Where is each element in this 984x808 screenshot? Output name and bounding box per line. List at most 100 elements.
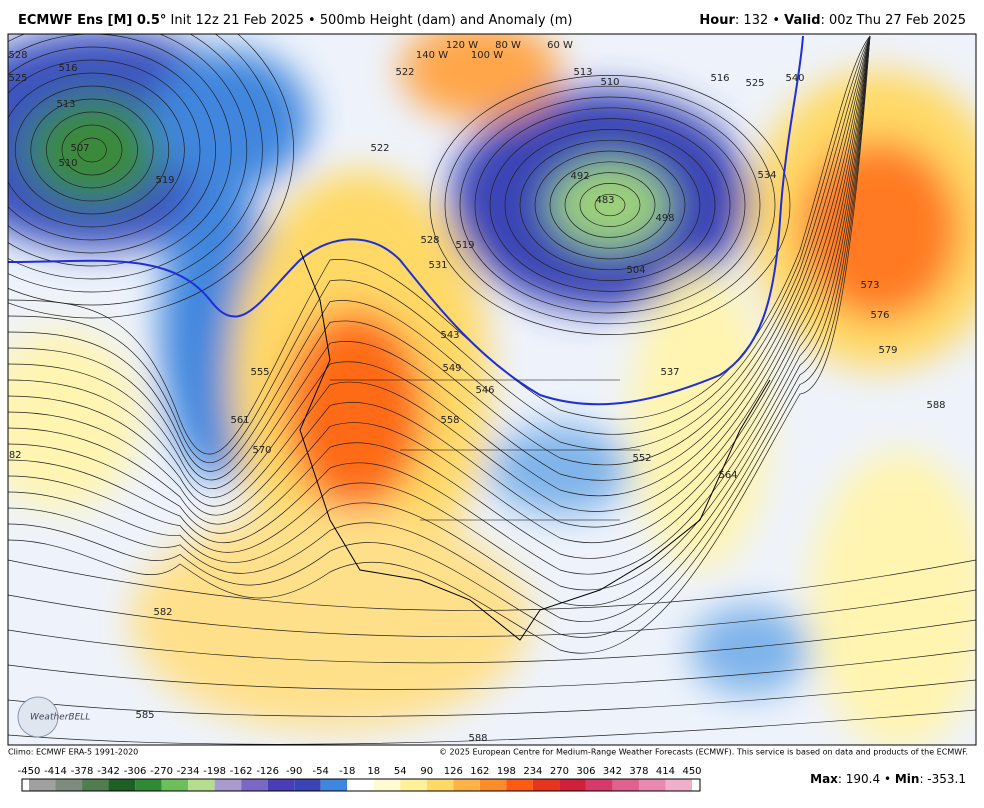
contour-line <box>8 35 871 498</box>
contour-label: 140 W <box>416 50 448 61</box>
contour-label: 582 <box>153 607 172 618</box>
contour-label: 519 <box>155 175 174 186</box>
text-segment: Min <box>895 772 920 786</box>
header-title: ECMWF Ens [M] 0.5° Init 12z 21 Feb 2025 … <box>18 13 572 28</box>
contour-label: 513 <box>573 67 592 78</box>
colorbar-tick-label: -198 <box>203 766 226 777</box>
contour-label: 504 <box>626 265 645 276</box>
text-segment: Init 12z 21 Feb 2025 • 500mb Height (dam… <box>166 13 572 28</box>
colorbar-swatch <box>267 779 295 791</box>
text-segment: : 00z Thu 27 Feb 2025 <box>821 13 966 28</box>
colorbar-swatch <box>453 779 480 791</box>
colorbar-tick-label: 270 <box>550 766 569 777</box>
colorbar-tick-label: -450 <box>18 766 41 777</box>
colorbar-swatch <box>82 779 109 791</box>
contour-line <box>8 35 871 575</box>
contour-label: 546 <box>475 385 494 396</box>
colorbar-tick-label: 450 <box>682 766 701 777</box>
contour-label: 576 <box>870 310 889 321</box>
contour-label: 528 <box>8 50 27 61</box>
contour-label: 585 <box>135 710 154 721</box>
text-segment: : -353.1 <box>919 772 966 786</box>
contour-line <box>8 59 201 241</box>
colorbar-swatch <box>426 779 454 791</box>
contour-line <box>8 34 263 293</box>
colorbar-tick-label: -414 <box>44 766 67 777</box>
text-segment: Hour <box>699 13 735 28</box>
contour-label: 588 <box>468 733 487 744</box>
header-valid: Hour: 132 • Valid: 00z Thu 27 Feb 2025 <box>699 13 966 28</box>
contour-label: 498 <box>655 213 674 224</box>
contour-line <box>8 35 871 528</box>
contour-label: 516 <box>58 63 77 74</box>
contour-label: 60 W <box>547 40 573 51</box>
contour-line <box>8 709 976 745</box>
contour-label: 582 <box>2 450 21 461</box>
contour-line <box>8 679 976 717</box>
colorbar-swatch <box>320 779 348 791</box>
contour-line <box>77 137 107 163</box>
contour-line <box>8 649 976 690</box>
contour-line <box>564 172 656 238</box>
contour-line <box>579 183 641 227</box>
contour-line <box>8 35 871 489</box>
colorbar-frame <box>21 778 701 792</box>
colorbar-swatch <box>55 779 83 791</box>
540-contour <box>8 35 804 406</box>
text-segment: ECMWF Ens [M] 0.5° <box>18 13 166 28</box>
contour-line <box>14 85 170 215</box>
contour-label: 519 <box>455 240 474 251</box>
contour-line <box>8 35 871 464</box>
text-segment: : 190.4 • <box>838 772 895 786</box>
contour-line <box>8 34 248 280</box>
colorbar-swatch <box>559 779 586 791</box>
contour-line <box>8 35 871 607</box>
contour-label: 573 <box>860 280 879 291</box>
contour-label: 516 <box>710 73 729 84</box>
colorbar-tick-label: 378 <box>629 766 648 777</box>
text-segment: Valid <box>784 13 820 28</box>
colorbar-tick-label: -342 <box>97 766 120 777</box>
coastline <box>299 249 771 641</box>
contour-line <box>429 75 791 335</box>
contour-label: 543 <box>440 330 459 341</box>
contour-line <box>594 193 626 217</box>
contour-label: 510 <box>600 77 619 88</box>
contour-label: 492 <box>570 171 589 182</box>
contour-line <box>474 107 746 303</box>
colorbar-tick-label: -270 <box>150 766 173 777</box>
contour-label: 540 <box>785 73 804 84</box>
contour-label: 507 <box>70 143 89 154</box>
colorbar-tick-label: 54 <box>394 766 407 777</box>
colorbar-tick-label: -162 <box>230 766 253 777</box>
colorbar-tick-label: -90 <box>286 766 302 777</box>
contour-line <box>489 118 731 292</box>
contour-line <box>444 85 776 325</box>
colorbar-tick-label: 342 <box>603 766 622 777</box>
colorbar-swatch <box>188 779 215 791</box>
colorbar-tick-label: 306 <box>576 766 595 777</box>
colorbar-swatch <box>506 779 533 791</box>
colorbar-swatch <box>665 779 692 791</box>
colorbar-swatch <box>373 779 401 791</box>
colorbar-swatch <box>135 779 162 791</box>
colorbar-swatch <box>294 779 321 791</box>
colorbar-swatch <box>347 779 374 791</box>
contour-line <box>30 98 154 202</box>
colorbar-tick-label: -234 <box>177 766 200 777</box>
contour-line <box>61 124 123 176</box>
contour-label: 522 <box>395 67 414 78</box>
contour-label: 531 <box>428 260 447 271</box>
contour-line <box>8 35 871 472</box>
contour-line <box>46 111 138 189</box>
contour-label: 80 W <box>495 40 521 51</box>
contour-line <box>8 34 279 306</box>
colorbar-swatch <box>214 779 242 791</box>
colorbar-tick-label: -54 <box>313 766 329 777</box>
contour-line <box>8 35 871 544</box>
text-segment: : 132 • <box>735 13 784 28</box>
colorbar-swatch <box>585 779 613 791</box>
contour-label: 525 <box>8 73 27 84</box>
